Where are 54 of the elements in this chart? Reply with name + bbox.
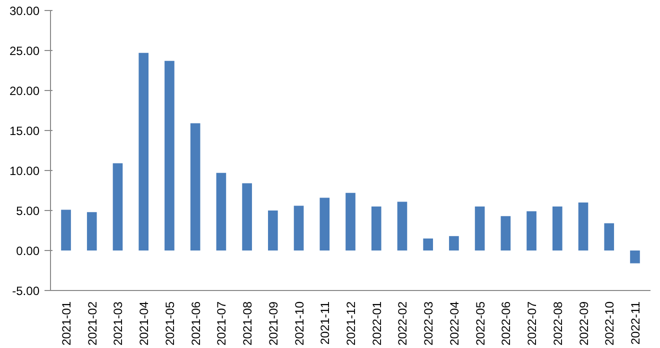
bar	[604, 223, 614, 250]
bar	[630, 250, 640, 264]
y-tick-label: -5.00	[12, 284, 40, 298]
bar	[526, 211, 536, 250]
y-tick-label: 5.00	[16, 204, 40, 218]
x-tick-label: 2021-09	[266, 301, 280, 346]
bar	[371, 206, 382, 250]
x-tick-label: 2021-12	[344, 301, 358, 346]
bar	[552, 206, 562, 250]
x-tick-label: 2022-07	[525, 301, 540, 346]
x-tick-label: 2022-09	[576, 301, 591, 346]
bar	[86, 212, 97, 250]
x-tick-label: 2022-01	[370, 301, 384, 346]
y-tick-label: 20.00	[9, 84, 40, 98]
bar	[397, 202, 408, 250]
x-tick-label: 2022-08	[550, 301, 565, 346]
x-tick-label: 2021-07	[214, 301, 229, 346]
bar	[268, 210, 278, 250]
x-tick-label: 2022-02	[396, 301, 410, 346]
x-tick-label: 2021-08	[240, 301, 255, 346]
y-tick-label: 0.00	[16, 244, 40, 258]
bar	[294, 206, 304, 250]
bar	[578, 202, 588, 250]
y-tick-label: 30.00	[9, 4, 40, 18]
bar	[500, 216, 511, 250]
bar	[320, 198, 330, 250]
bar	[112, 163, 123, 250]
x-tick-label: 2021-04	[137, 301, 152, 346]
x-tick-label: 2021-01	[60, 301, 74, 346]
y-tick-label: 10.00	[9, 164, 40, 178]
x-tick-label: 2021-02	[85, 301, 100, 346]
x-tick-label: 2021-11	[318, 301, 332, 345]
y-tick-label: 25.00	[9, 44, 40, 58]
bar	[216, 172, 226, 250]
x-tick-label: 2021-05	[162, 301, 177, 346]
x-tick-label: 2021-03	[111, 301, 126, 346]
x-tick-label: 2022-10	[602, 301, 617, 346]
bar	[449, 236, 459, 250]
x-tick-label: 2022-11	[628, 301, 642, 345]
x-tick-label: 2022-04	[447, 301, 462, 346]
x-tick-label: 2021-10	[292, 301, 306, 346]
bar	[190, 123, 200, 250]
bar	[138, 52, 149, 250]
y-tick-label: 15.00	[9, 124, 40, 138]
bar	[423, 238, 433, 250]
bar	[242, 183, 252, 250]
x-tick-label: 2022-06	[499, 301, 514, 346]
bar	[474, 206, 485, 250]
bar	[61, 210, 71, 250]
x-tick-label: 2021-06	[188, 301, 203, 346]
bar	[346, 192, 356, 250]
bar	[164, 60, 174, 250]
x-tick-label: 2022-05	[473, 301, 488, 346]
x-tick-label: 2022-03	[422, 301, 436, 346]
